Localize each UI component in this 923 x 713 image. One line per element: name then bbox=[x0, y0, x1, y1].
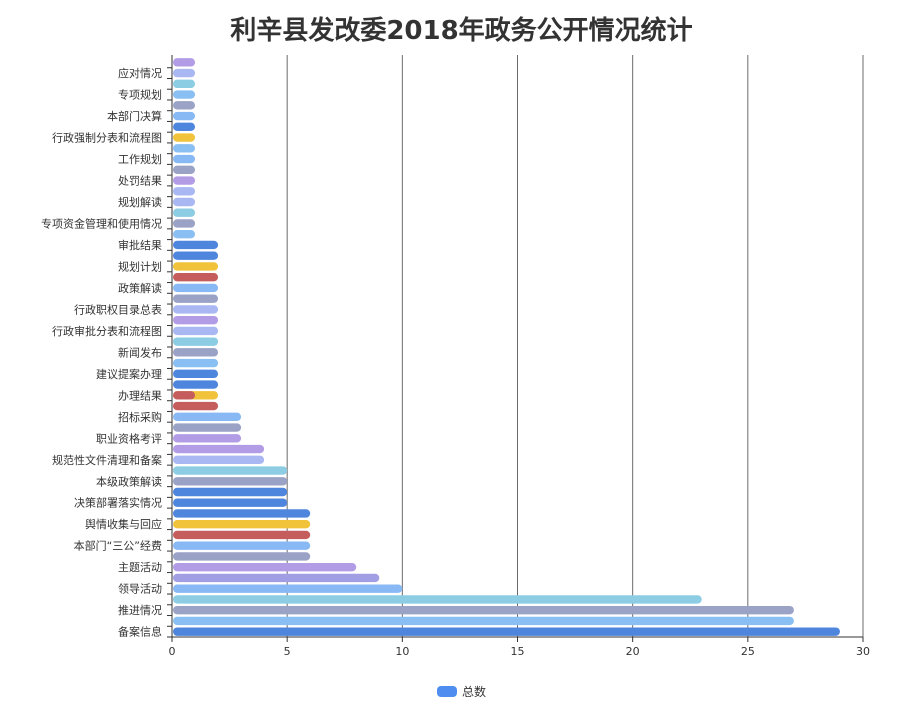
bar[interactable] bbox=[173, 208, 196, 217]
y-category-label: 专项资金管理和使用情况 bbox=[41, 216, 162, 230]
bar[interactable] bbox=[173, 68, 196, 78]
bar[interactable] bbox=[173, 283, 219, 293]
bar[interactable] bbox=[173, 294, 219, 303]
bar[interactable] bbox=[173, 498, 288, 507]
bar[interactable] bbox=[173, 520, 311, 529]
bar[interactable] bbox=[173, 122, 196, 132]
x-tick-label: 15 bbox=[511, 645, 525, 658]
y-category-label: 政策解读 bbox=[118, 281, 162, 295]
x-tick-label: 25 bbox=[741, 645, 755, 658]
bar[interactable] bbox=[173, 627, 840, 636]
bar[interactable] bbox=[173, 315, 219, 325]
bar[interactable] bbox=[173, 530, 311, 540]
bar[interactable] bbox=[173, 305, 219, 314]
bar[interactable] bbox=[173, 230, 196, 239]
bar[interactable] bbox=[173, 197, 196, 207]
y-category-label: 职业资格考评 bbox=[96, 431, 162, 445]
y-category-label: 舆情收集与回应 bbox=[85, 517, 162, 531]
bar[interactable] bbox=[173, 423, 242, 432]
bar[interactable] bbox=[173, 573, 380, 583]
y-category-label: 规划计划 bbox=[118, 259, 162, 273]
bar[interactable] bbox=[173, 58, 196, 67]
bar[interactable] bbox=[173, 337, 219, 346]
bar[interactable] bbox=[173, 133, 196, 142]
bar-overlay[interactable] bbox=[173, 391, 196, 400]
y-category-label: 本部门“三公”经费 bbox=[74, 539, 162, 553]
y-category-label: 主题活动 bbox=[118, 561, 162, 574]
y-category-label: 行政审批分表和流程图 bbox=[52, 324, 162, 338]
bar[interactable] bbox=[173, 219, 196, 228]
bar[interactable] bbox=[173, 251, 219, 260]
x-tick-label: 10 bbox=[395, 645, 409, 658]
bar[interactable] bbox=[173, 541, 311, 550]
bar[interactable] bbox=[173, 401, 219, 411]
y-category-label: 行政强制分表和流程图 bbox=[52, 131, 162, 145]
bar[interactable] bbox=[173, 90, 196, 99]
bar[interactable] bbox=[173, 101, 196, 110]
bar[interactable] bbox=[173, 552, 311, 561]
bar[interactable] bbox=[173, 584, 403, 593]
y-category-label: 处罚结果 bbox=[118, 175, 162, 188]
bar[interactable] bbox=[173, 562, 357, 572]
bar[interactable] bbox=[173, 369, 219, 379]
bar[interactable] bbox=[173, 165, 196, 174]
bar[interactable] bbox=[173, 509, 311, 518]
y-category-label: 审批结果 bbox=[118, 238, 162, 252]
x-tick-label: 5 bbox=[284, 645, 291, 658]
bar[interactable] bbox=[173, 348, 219, 357]
y-category-label: 应对情况 bbox=[118, 66, 162, 80]
y-category-label: 招标采购 bbox=[118, 410, 162, 424]
bar[interactable] bbox=[173, 434, 242, 443]
bar[interactable] bbox=[173, 187, 196, 196]
y-category-label: 规范性文件清理和备案 bbox=[52, 453, 162, 467]
y-category-label: 规划解读 bbox=[118, 195, 162, 209]
y-category-label: 决策部署落实情况 bbox=[74, 496, 162, 510]
bar[interactable] bbox=[173, 595, 702, 604]
y-category-label: 本级政策解读 bbox=[96, 474, 162, 488]
bar[interactable] bbox=[173, 444, 265, 454]
bar[interactable] bbox=[173, 380, 219, 389]
bar[interactable] bbox=[173, 487, 288, 497]
chart-title: 利辛县发改委2018年政务公开情况统计 bbox=[230, 16, 693, 46]
bar[interactable] bbox=[173, 79, 196, 89]
y-category-label: 行政职权目录总表 bbox=[74, 302, 162, 316]
bar[interactable] bbox=[173, 455, 265, 464]
bar[interactable] bbox=[173, 358, 219, 368]
bar[interactable] bbox=[173, 477, 288, 486]
y-category-label: 推进情况 bbox=[118, 603, 162, 617]
bar[interactable] bbox=[173, 605, 794, 615]
x-tick-label: 20 bbox=[626, 645, 640, 658]
bar[interactable] bbox=[173, 412, 242, 422]
y-category-label: 备案信息 bbox=[118, 625, 162, 639]
x-tick-label: 30 bbox=[856, 645, 870, 658]
labels: 0 5 10 15 20 25 30 备案信息 推进情况 领导活动 主题活动 本部门“三公”经费 舆情收… bbox=[41, 66, 870, 658]
y-category-label: 建议提案办理 bbox=[96, 367, 162, 381]
bar[interactable] bbox=[173, 262, 219, 271]
legend[interactable]: 总数 bbox=[0, 683, 923, 700]
bar[interactable] bbox=[173, 111, 196, 121]
bar[interactable] bbox=[173, 154, 196, 164]
y-category-label: 领导活动 bbox=[118, 583, 162, 596]
y-category-label: 本部门决算 bbox=[107, 109, 162, 123]
bar[interactable] bbox=[173, 326, 219, 336]
y-category-label: 新闻发布 bbox=[118, 345, 162, 359]
bar[interactable] bbox=[173, 466, 288, 475]
bar[interactable] bbox=[173, 272, 219, 282]
bar[interactable] bbox=[173, 616, 794, 626]
bar[interactable] bbox=[173, 176, 196, 185]
y-category-label: 办理结果 bbox=[118, 389, 162, 402]
x-tick-label: 0 bbox=[169, 645, 176, 658]
bars bbox=[173, 58, 840, 636]
legend-swatch bbox=[436, 686, 457, 697]
axes bbox=[167, 55, 864, 642]
y-category-label: 工作规划 bbox=[118, 152, 162, 166]
legend-label: 总数 bbox=[461, 685, 486, 699]
y-category-label: 专项规划 bbox=[118, 88, 162, 102]
bar[interactable] bbox=[173, 240, 219, 250]
grid-lines bbox=[286, 55, 864, 637]
bar[interactable] bbox=[173, 144, 196, 153]
